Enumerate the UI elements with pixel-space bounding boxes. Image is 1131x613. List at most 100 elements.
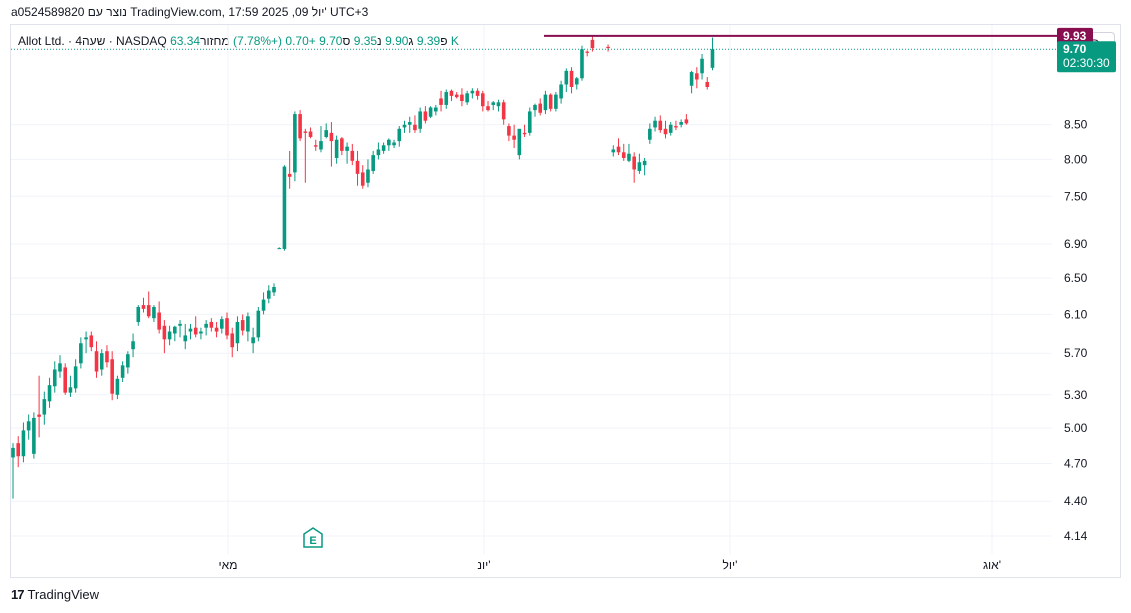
candle-body[interactable]	[585, 51, 589, 53]
candle-body[interactable]	[381, 145, 386, 151]
candle-body[interactable]	[637, 162, 642, 171]
candle-body[interactable]	[334, 139, 339, 158]
candle-body[interactable]	[126, 354, 130, 368]
candle-body[interactable]	[73, 366, 78, 389]
candle-body[interactable]	[110, 359, 114, 394]
candle-body[interactable]	[99, 353, 104, 370]
candle-body[interactable]	[256, 310, 261, 338]
candle-body[interactable]	[319, 141, 323, 150]
candle-body[interactable]	[209, 321, 214, 328]
candle-body[interactable]	[350, 150, 355, 161]
candle-body[interactable]	[136, 306, 141, 322]
earnings-marker-icon[interactable]	[303, 527, 323, 548]
candle-body[interactable]	[11, 447, 15, 458]
candle-body[interactable]	[481, 93, 485, 107]
candle-body[interactable]	[444, 92, 449, 105]
candle-body[interactable]	[538, 103, 543, 113]
candle-body[interactable]	[470, 90, 475, 94]
candle-body[interactable]	[590, 39, 595, 49]
candle-body[interactable]	[517, 128, 522, 156]
candle-body[interactable]	[674, 126, 678, 128]
candle-body[interactable]	[397, 128, 402, 142]
candle-body[interactable]	[355, 160, 360, 174]
candle-body[interactable]	[152, 306, 156, 319]
candle-body[interactable]	[407, 122, 412, 125]
candle-body[interactable]	[220, 319, 224, 329]
candle-body[interactable]	[428, 107, 433, 117]
candle-body[interactable]	[689, 72, 694, 86]
candle-body[interactable]	[52, 369, 57, 387]
candle-body[interactable]	[26, 421, 31, 431]
candle-body[interactable]	[105, 351, 109, 363]
candle-body[interactable]	[37, 414, 41, 417]
candle-body[interactable]	[376, 149, 381, 156]
candle-body[interactable]	[303, 131, 308, 133]
candle-body[interactable]	[360, 172, 365, 186]
candle-body[interactable]	[246, 316, 250, 332]
candle-body[interactable]	[616, 146, 621, 153]
candle-body[interactable]	[115, 378, 120, 395]
candle-body[interactable]	[574, 78, 579, 85]
candle-body[interactable]	[606, 46, 610, 49]
symbol-label[interactable]: Allot Ltd. · 4שעה · NASDAQ	[18, 34, 167, 48]
candle-body[interactable]	[313, 145, 318, 147]
candle-body[interactable]	[287, 173, 292, 177]
candle-body[interactable]	[460, 94, 464, 102]
candle-body[interactable]	[475, 90, 480, 96]
candle-body[interactable]	[449, 90, 454, 96]
candle-body[interactable]	[434, 107, 438, 112]
candle-body[interactable]	[141, 305, 146, 309]
candle-body[interactable]	[700, 58, 704, 74]
candle-body[interactable]	[522, 132, 527, 135]
candle-body[interactable]	[632, 156, 636, 170]
candle-body[interactable]	[496, 102, 501, 107]
candle-body[interactable]	[366, 169, 370, 183]
candle-body[interactable]	[611, 149, 616, 153]
candle-body[interactable]	[418, 111, 422, 129]
candle-body[interactable]	[392, 142, 396, 146]
candle-body[interactable]	[251, 337, 255, 344]
candle-body[interactable]	[324, 130, 328, 137]
candle-body[interactable]	[564, 70, 569, 85]
candle-body[interactable]	[89, 335, 94, 348]
candle-body[interactable]	[230, 333, 235, 348]
candle-body[interactable]	[261, 299, 266, 311]
candle-body[interactable]	[293, 114, 297, 173]
candle-body[interactable]	[527, 111, 532, 133]
candle-body[interactable]	[225, 318, 229, 336]
candle-body[interactable]	[63, 367, 67, 393]
candle-body[interactable]	[240, 320, 245, 331]
candle-body[interactable]	[79, 343, 83, 364]
candle-body[interactable]	[68, 387, 73, 393]
candle-body[interactable]	[423, 111, 428, 121]
candle-body[interactable]	[548, 94, 553, 109]
candle-body[interactable]	[621, 152, 626, 158]
candle-body[interactable]	[501, 102, 506, 120]
candle-body[interactable]	[183, 335, 188, 342]
candle-body[interactable]	[204, 323, 208, 328]
candle-body[interactable]	[58, 363, 62, 372]
candle-body[interactable]	[266, 290, 271, 299]
candle-body[interactable]	[439, 98, 443, 105]
candle-body[interactable]	[387, 139, 391, 146]
candle-body[interactable]	[413, 124, 417, 131]
candle-body[interactable]	[120, 365, 125, 378]
candle-body[interactable]	[668, 124, 673, 133]
candle-body[interactable]	[32, 417, 36, 454]
candle-body[interactable]	[47, 385, 52, 402]
candle-body[interactable]	[705, 81, 710, 87]
candle-body[interactable]	[84, 337, 88, 340]
candle-body[interactable]	[658, 120, 663, 131]
candle-body[interactable]	[272, 286, 276, 293]
candle-body[interactable]	[512, 135, 516, 140]
candle-body[interactable]	[42, 399, 47, 415]
candle-body[interactable]	[94, 351, 99, 372]
candle-body[interactable]	[569, 70, 574, 87]
tradingview-logo[interactable]: 17 TradingView	[11, 587, 99, 602]
candle-body[interactable]	[21, 430, 26, 457]
candle-body[interactable]	[340, 138, 344, 151]
candle-body[interactable]	[533, 104, 537, 111]
candle-body[interactable]	[371, 155, 375, 171]
candle-body[interactable]	[329, 132, 334, 142]
